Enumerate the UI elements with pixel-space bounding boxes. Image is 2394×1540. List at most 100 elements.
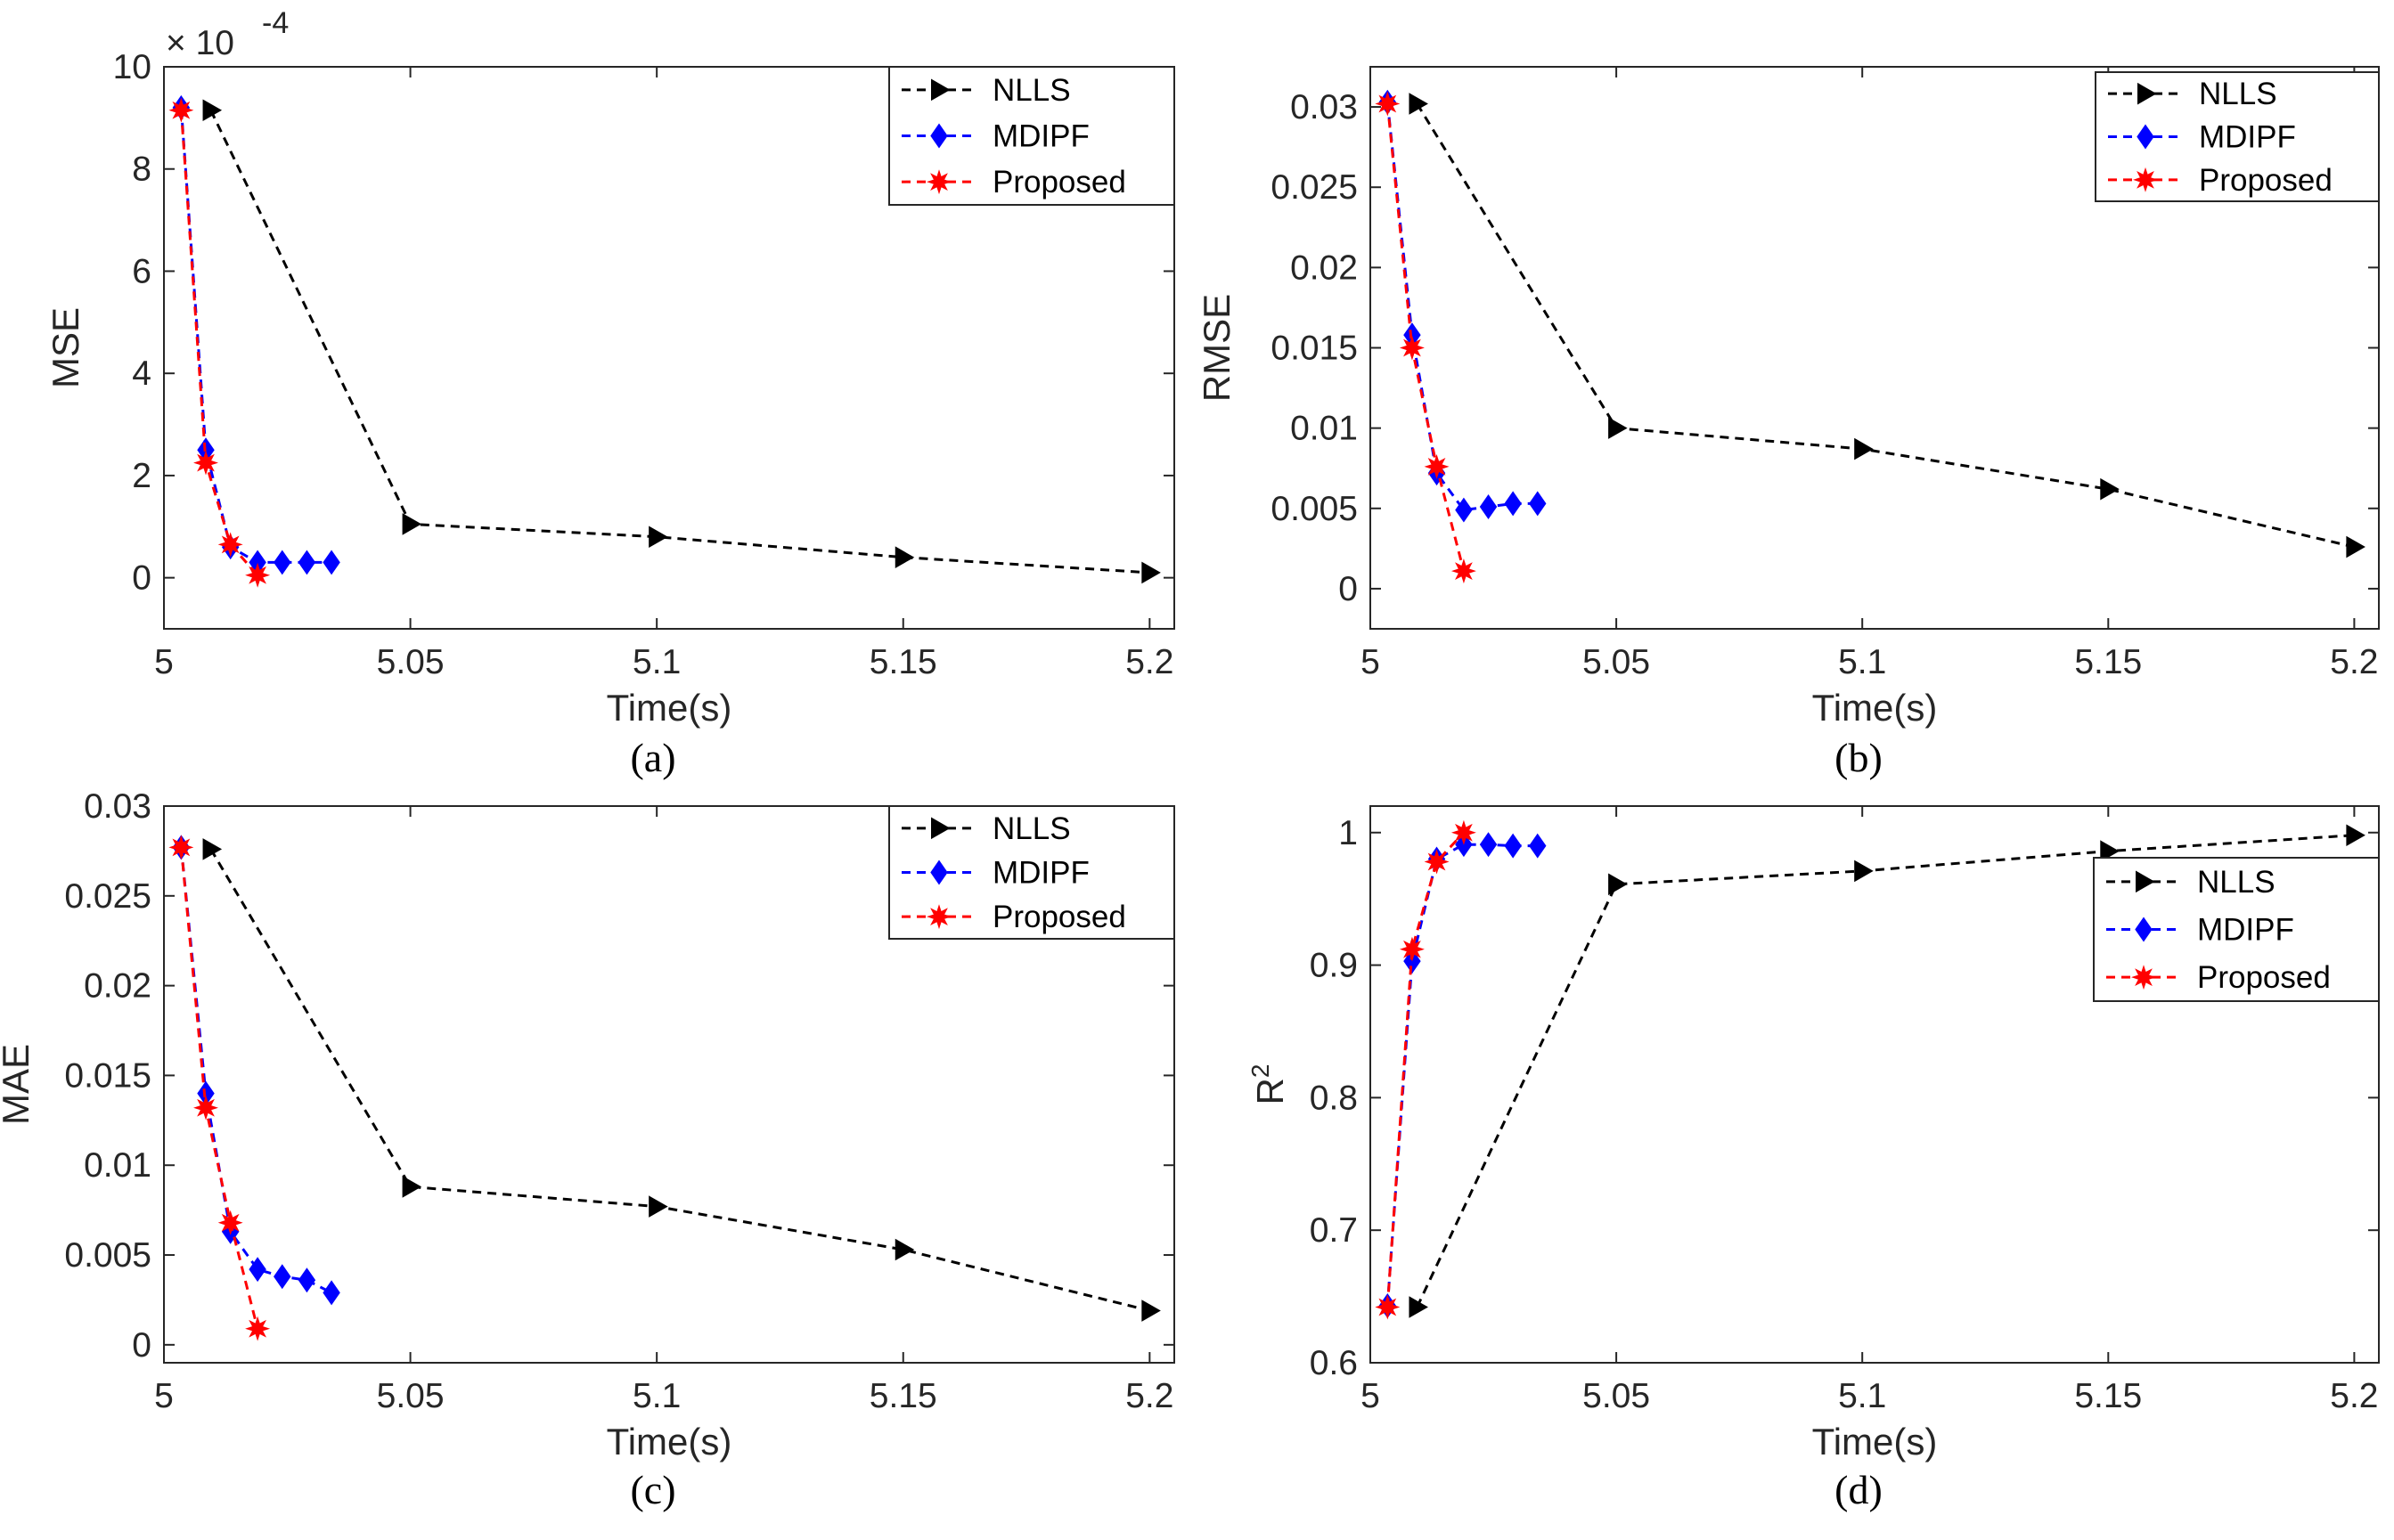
- x-tick-label: 5.1: [1838, 1377, 1886, 1415]
- y-tick-label: 0.6: [1310, 1344, 1358, 1382]
- data-point: [1529, 833, 1547, 859]
- legend-label: Proposed: [993, 900, 1126, 934]
- series-proposed: [168, 835, 271, 1341]
- series-proposed: [1375, 91, 1476, 584]
- y-tick-label: 0.01: [84, 1146, 151, 1185]
- series-nlls: [1409, 824, 2365, 1318]
- y-tick-label: 0.015: [64, 1056, 151, 1095]
- data-point: [1141, 1300, 1161, 1322]
- legend-label: MDIPF: [2197, 913, 2294, 948]
- chart-panel-c: 5 5.05 5.1 5.15 5.2 0 0.005 0.01 0.015 0.02 0.025 0…: [0, 787, 1175, 1512]
- data-point: [1375, 1294, 1401, 1320]
- y-tick-label: 0.9: [1310, 947, 1358, 985]
- y-axis-label: R2: [1246, 1064, 1291, 1105]
- data-point: [298, 550, 316, 575]
- series-nlls: [202, 99, 1161, 584]
- legend-label: NLLS: [993, 73, 1071, 108]
- y-tick-label: 4: [132, 354, 151, 393]
- series-nlls: [202, 838, 1161, 1322]
- series-line: [179, 110, 259, 576]
- legend-marker: [931, 817, 951, 840]
- data-point: [2346, 535, 2365, 558]
- y-tick-label: 0.005: [64, 1236, 151, 1275]
- legend: NLLS MDIPF Proposed: [888, 805, 1175, 940]
- panel-caption: (b): [1834, 735, 1883, 780]
- data-point: [193, 450, 218, 476]
- data-point: [323, 550, 340, 575]
- y-tick-label: 0.7: [1310, 1211, 1358, 1250]
- x-tick-label: 5: [154, 1377, 174, 1415]
- data-point: [1424, 849, 1450, 875]
- x-tick-label: 5.15: [870, 643, 937, 681]
- y-tick-label: 8: [132, 151, 151, 189]
- y-axis-label: MSE: [45, 307, 86, 388]
- x-tick-label: 5.05: [377, 1377, 445, 1415]
- legend-marker: [931, 78, 951, 102]
- x-axis-label: Time(s): [607, 687, 732, 729]
- legend-label: MDIPF: [993, 856, 1090, 891]
- y-tick-label: 0.025: [1271, 168, 1358, 207]
- data-point: [245, 562, 271, 588]
- panel-caption: (c): [630, 1467, 675, 1512]
- series-line: [1385, 103, 1466, 572]
- series-line: [209, 110, 1150, 574]
- legend-marker: [2137, 82, 2157, 105]
- data-point: [402, 1176, 422, 1198]
- x-tick-label: 5: [1360, 1377, 1380, 1415]
- legend: NLLS MDIPF Proposed: [2095, 71, 2380, 202]
- legend-marker: [2136, 870, 2155, 893]
- data-point: [1399, 335, 1425, 361]
- x-tick-label: 5.15: [2074, 643, 2142, 681]
- data-point: [168, 97, 194, 123]
- data-point: [2100, 477, 2120, 501]
- data-point: [1399, 936, 1425, 962]
- data-point: [168, 835, 194, 860]
- data-point: [1608, 417, 1628, 439]
- series-line: [179, 847, 259, 1330]
- x-tick-label: 5: [154, 643, 174, 681]
- data-point: [193, 1095, 218, 1120]
- data-point: [1854, 437, 1874, 460]
- y-tick-label: 0: [1338, 570, 1358, 608]
- data-point: [649, 526, 668, 549]
- legend-marker: [2137, 124, 2154, 150]
- legend-label: NLLS: [2199, 77, 2277, 111]
- series-proposed: [1375, 819, 1476, 1320]
- y-axis-label: RMSE: [1196, 294, 1238, 402]
- x-tick-label: 5.15: [870, 1377, 937, 1415]
- legend-label: Proposed: [993, 165, 1126, 200]
- legend-marker: [927, 904, 952, 930]
- data-point: [1409, 93, 1428, 115]
- x-tick-label: 5.1: [633, 1377, 681, 1415]
- legend-marker: [2133, 167, 2158, 192]
- data-point: [1141, 561, 1161, 584]
- data-point: [1529, 491, 1547, 517]
- chart-panel-b: 5 5.05 5.1 5.15 5.2 0 0.005 0.01 0.015 0.02 0.025 0…: [1196, 66, 2380, 780]
- x-axis-label: Time(s): [1812, 1421, 1938, 1463]
- legend-label: NLLS: [993, 811, 1071, 846]
- y-tick-label: 10: [113, 48, 151, 86]
- legend-label: Proposed: [2197, 960, 2331, 995]
- x-tick-label: 5.05: [377, 643, 445, 681]
- data-point: [1504, 491, 1522, 517]
- data-point: [2100, 840, 2120, 862]
- chart-panel-d: 5 5.05 5.1 5.15 5.2 0.6 0.7 0.8 0.9 1 Time(s) R2 (d)…: [1246, 805, 2380, 1512]
- data-point: [1479, 832, 1498, 858]
- legend-label: NLLS: [2197, 865, 2276, 900]
- data-point: [895, 1238, 915, 1261]
- data-point: [217, 532, 243, 558]
- y-tick-label: 0.01: [1290, 410, 1358, 448]
- data-point: [402, 513, 422, 535]
- data-point: [202, 838, 223, 860]
- data-point: [274, 550, 291, 575]
- series-proposed: [168, 97, 271, 588]
- legend-label: MDIPF: [993, 119, 1090, 154]
- x-tick-label: 5.05: [1582, 643, 1650, 681]
- y-tick-label: 1: [1338, 814, 1358, 852]
- y-tick-label: 0.03: [84, 787, 151, 826]
- legend-marker: [2131, 965, 2156, 990]
- y-tick-label: 2: [132, 457, 151, 495]
- y-tick-label: 0: [132, 1326, 151, 1365]
- y-tick-label: 0.025: [64, 877, 151, 916]
- x-tick-label: 5.1: [633, 643, 681, 681]
